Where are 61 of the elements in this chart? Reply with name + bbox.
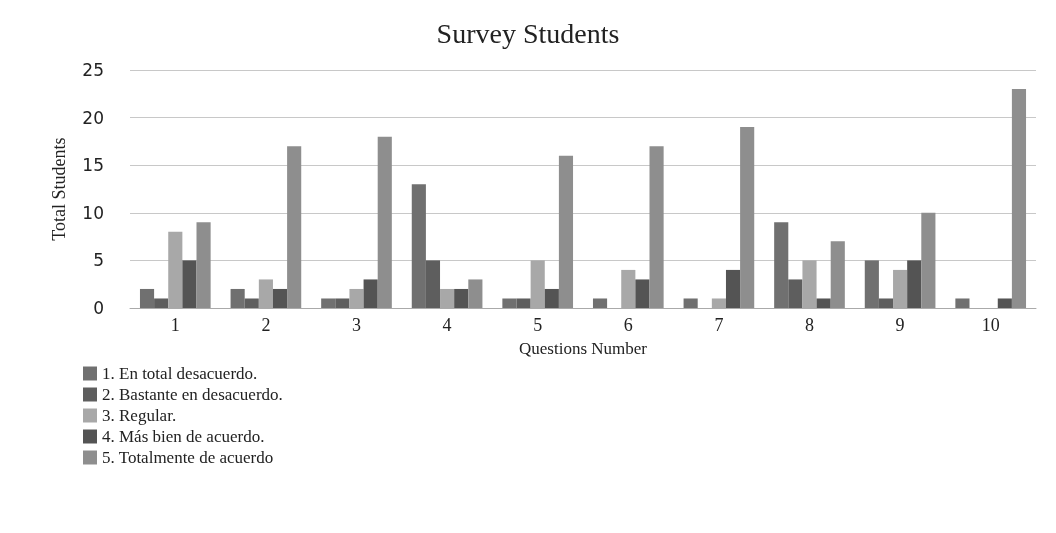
bar <box>321 298 336 308</box>
y-tick-label: 5 <box>93 250 104 271</box>
bar <box>454 288 469 308</box>
y-tick-label: 20 <box>82 107 104 128</box>
legend-label: 5. Totalmente de acuerdo <box>102 448 274 467</box>
bar <box>921 212 936 308</box>
bar <box>878 298 894 308</box>
bar <box>740 127 755 308</box>
legend-label: 1. En total desacuerdo. <box>102 364 258 383</box>
y-tick-label: 15 <box>82 155 104 176</box>
bar <box>830 241 845 308</box>
x-tick-label: 6 <box>623 315 633 335</box>
x-tick-label: 5 <box>533 315 543 335</box>
bar <box>864 260 879 308</box>
bar <box>907 260 922 308</box>
legend-label: 2. Bastante en desacuerdo. <box>102 385 283 404</box>
bar <box>683 298 698 308</box>
bar <box>1011 89 1027 308</box>
x-axis-title: Questions Number <box>519 339 648 358</box>
bar <box>635 279 650 308</box>
bar <box>955 298 970 308</box>
bar <box>468 279 483 308</box>
bar <box>363 279 378 308</box>
bar <box>774 222 789 308</box>
bar <box>182 260 197 308</box>
bar <box>788 279 803 308</box>
bar <box>196 222 211 308</box>
chart-title: Survey Students <box>436 17 620 49</box>
bar <box>516 298 531 308</box>
bar <box>425 260 441 308</box>
bar <box>816 298 831 308</box>
bar <box>997 298 1012 308</box>
bar <box>244 298 259 308</box>
bar <box>287 146 302 308</box>
bar <box>502 298 517 308</box>
bar <box>558 155 574 308</box>
bar <box>154 298 169 308</box>
y-tick-label: 10 <box>82 202 104 223</box>
x-tick-label: 1 <box>170 315 180 335</box>
bar <box>139 288 155 308</box>
bar <box>377 136 392 308</box>
y-axis-title: Total Students <box>49 137 69 241</box>
legend-label: 4. Más bien de acuerdo. <box>102 427 265 446</box>
x-tick-label: 10 <box>981 315 1000 335</box>
legend-label: 3. Regular. <box>102 406 177 425</box>
y-tick-label: 0 <box>93 298 104 318</box>
x-tick-label: 7 <box>714 315 724 335</box>
bar <box>272 288 288 308</box>
bar <box>725 269 741 308</box>
bar <box>592 298 608 308</box>
bar <box>649 146 664 308</box>
x-tick-label: 3 <box>352 315 361 335</box>
bar <box>230 288 245 308</box>
x-tick-label: 8 <box>805 315 814 335</box>
bar <box>544 288 559 308</box>
y-tick-label: 25 <box>82 60 104 80</box>
x-tick-label: 9 <box>895 315 905 335</box>
bar <box>335 298 350 308</box>
x-tick-label: 2 <box>261 315 271 335</box>
bar <box>411 184 426 308</box>
x-tick-label: 4 <box>442 315 452 335</box>
